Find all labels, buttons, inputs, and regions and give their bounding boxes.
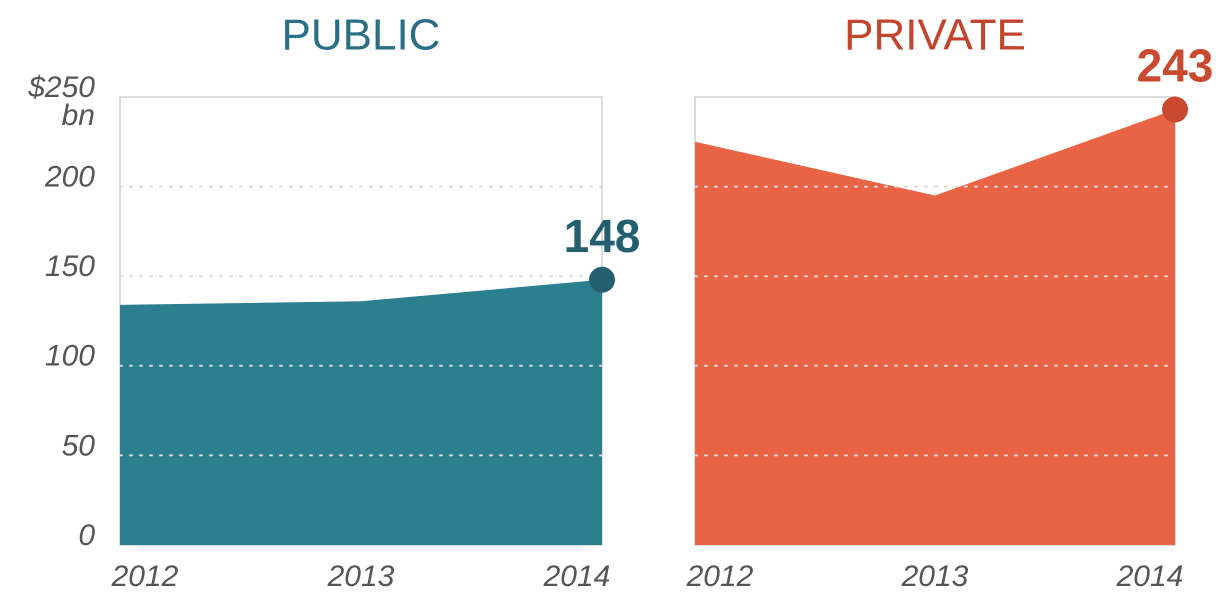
end-marker bbox=[589, 266, 615, 293]
y-tick-label: 200 bbox=[44, 161, 95, 194]
x-tick-label: 2012 bbox=[111, 560, 179, 593]
y-unit: bn bbox=[62, 99, 95, 132]
end-marker bbox=[1162, 96, 1188, 123]
y-tick-label: 50 bbox=[62, 429, 96, 462]
x-tick-label: 2013 bbox=[327, 560, 395, 593]
y-tick-label: 100 bbox=[45, 340, 95, 373]
x-tick-label: 2012 bbox=[686, 560, 754, 593]
y-tick-label: $250 bbox=[27, 71, 95, 104]
chart-title: PUBLIC bbox=[282, 11, 441, 60]
value-label: 243 bbox=[1137, 40, 1214, 92]
x-tick-label: 2014 bbox=[543, 560, 611, 593]
y-tick-label: 150 bbox=[45, 250, 95, 283]
area bbox=[120, 279, 602, 545]
y-tick-label: 0 bbox=[78, 519, 95, 552]
area bbox=[695, 109, 1175, 545]
value-label: 148 bbox=[564, 210, 641, 262]
x-tick-label: 2013 bbox=[901, 560, 969, 593]
chart-title: PRIVATE bbox=[844, 11, 1026, 60]
x-tick-label: 2014 bbox=[1116, 560, 1184, 593]
